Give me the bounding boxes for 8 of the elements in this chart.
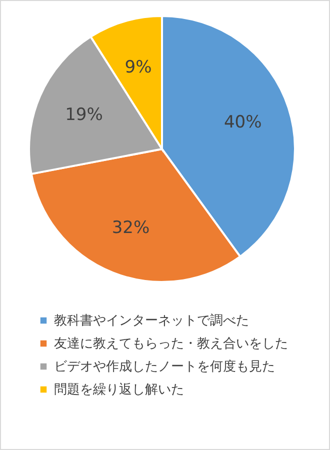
legend-label: 問題を繰り返し解いた	[54, 382, 184, 398]
legend-label: ビデオや作成したノートを何度も見た	[54, 358, 275, 374]
data-label: 9%	[124, 57, 152, 78]
legend-label: 友達に教えてもらった・教え合いをした	[54, 336, 288, 352]
data-label: 40%	[224, 112, 262, 133]
data-label: 32%	[112, 218, 150, 238]
legend-label: 教科書やインターネットで調べた	[54, 314, 249, 328]
data-label: 19%	[65, 105, 103, 126]
